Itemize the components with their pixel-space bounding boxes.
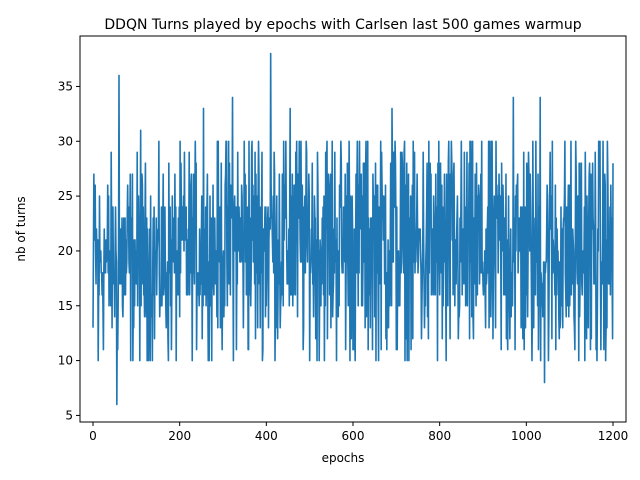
y-tick-label: 5 bbox=[65, 408, 73, 422]
x-tick-label: 0 bbox=[89, 429, 97, 443]
y-tick-label: 25 bbox=[58, 189, 73, 203]
x-tick-label: 1200 bbox=[598, 429, 629, 443]
x-tick-label: 800 bbox=[428, 429, 451, 443]
x-tick-label: 600 bbox=[342, 429, 365, 443]
x-tick-label: 200 bbox=[168, 429, 191, 443]
x-tick-label: 400 bbox=[255, 429, 278, 443]
y-tick-label: 10 bbox=[58, 354, 73, 368]
series-lines bbox=[92, 52, 614, 406]
y-tick-label: 30 bbox=[58, 134, 73, 148]
x-axis-label: epochs bbox=[322, 451, 365, 465]
y-tick-label: 35 bbox=[58, 79, 73, 93]
y-axis-ticks: 5 10 15 20 25 30 35 bbox=[58, 79, 80, 422]
plot-frame bbox=[79, 35, 627, 423]
y-tick-label: 20 bbox=[58, 244, 73, 258]
y-tick-label: 15 bbox=[58, 299, 73, 313]
x-axis-ticks: 0 200 400 600 800 1000 1200 bbox=[89, 422, 628, 443]
y-axis-label: nb of turns bbox=[14, 196, 28, 261]
x-tick-label: 1000 bbox=[511, 429, 542, 443]
series-line bbox=[92, 52, 614, 406]
chart-title: DDQN Turns played by epochs with Carlsen… bbox=[104, 17, 581, 33]
